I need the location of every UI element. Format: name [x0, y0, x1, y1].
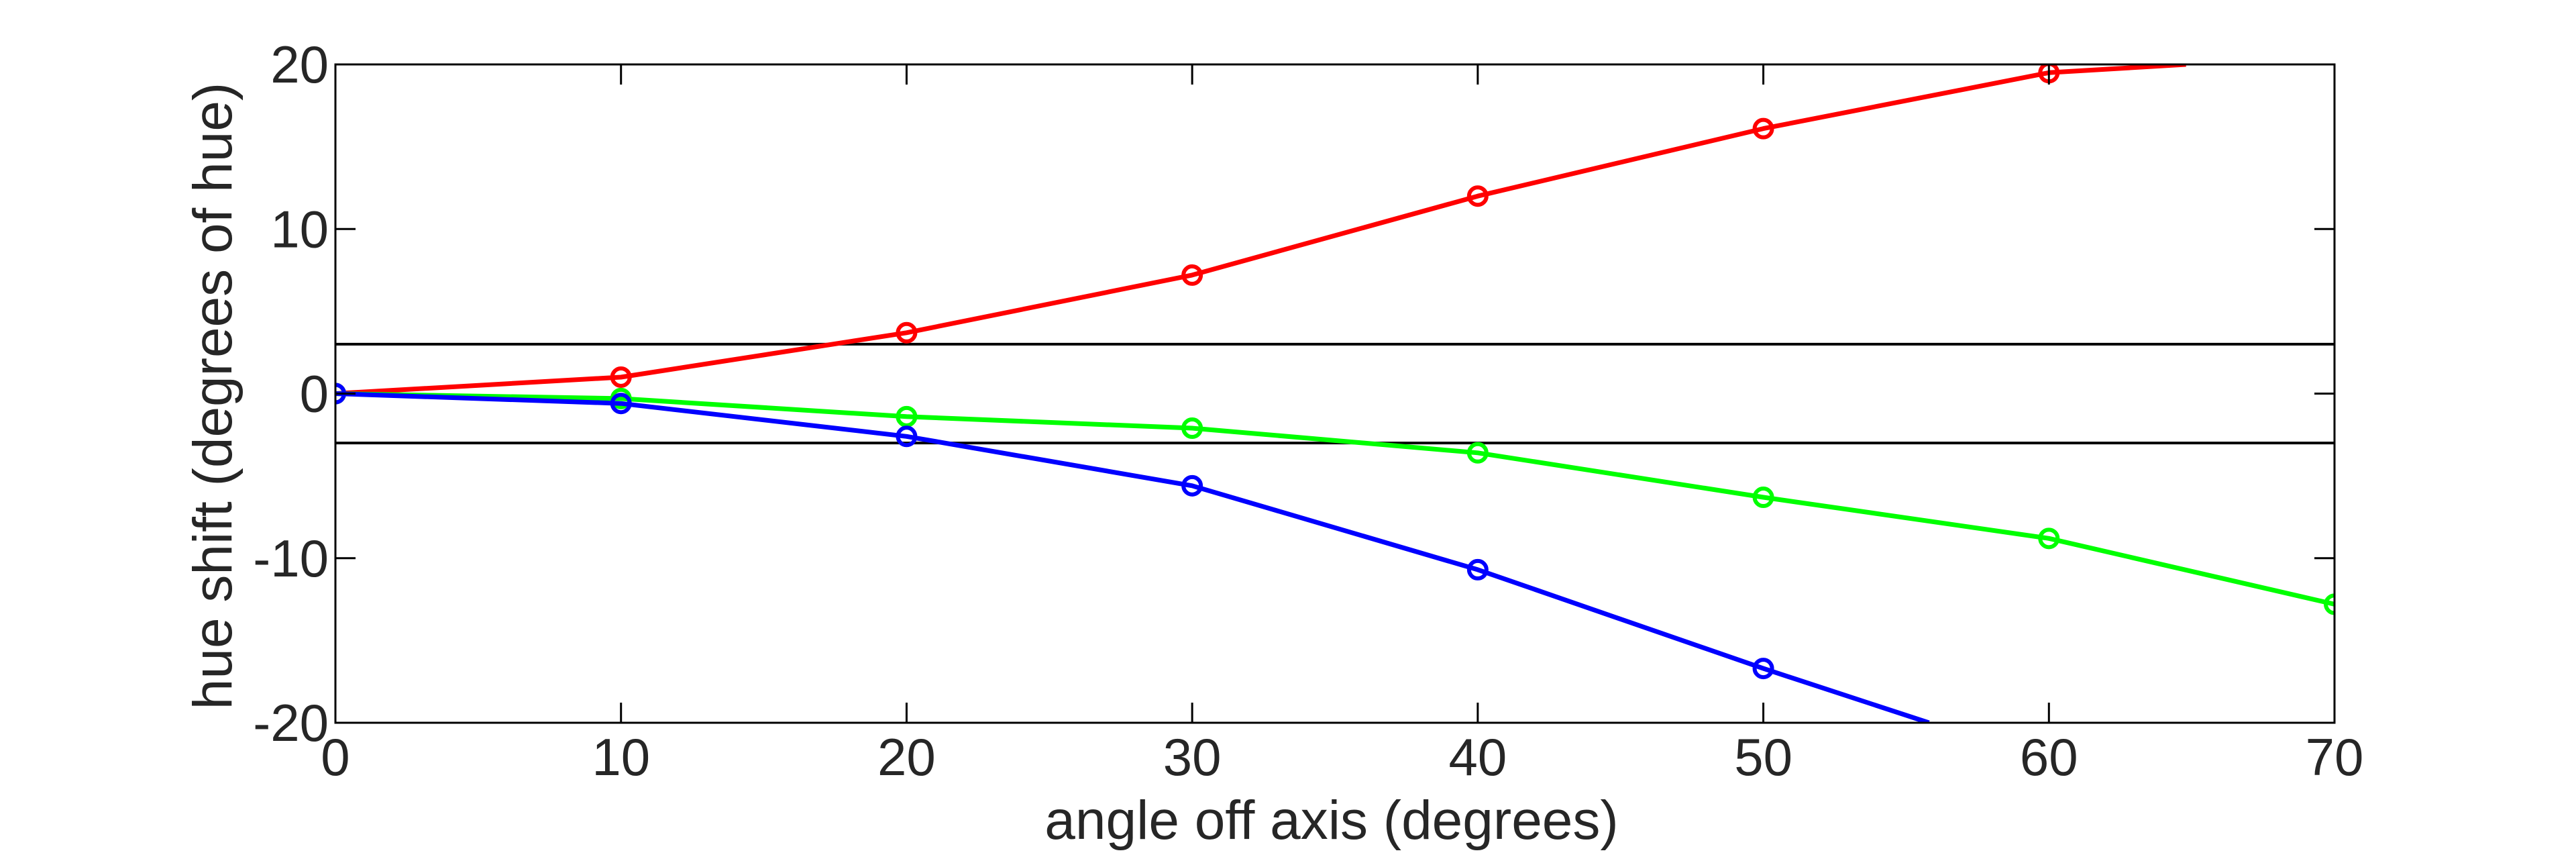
data-point — [2324, 593, 2334, 615]
series-line — [335, 391, 2334, 607]
data-point — [1752, 487, 1774, 509]
data-point — [896, 425, 918, 448]
data-point — [896, 405, 918, 427]
y-axis-label: hue shift (degrees of hue) — [182, 83, 244, 709]
x-tick-label: 30 — [1163, 727, 1222, 787]
y-tick-label: 10 — [270, 199, 329, 258]
axes: 0 10 20 30 40 50 60 70 -20 -10 0 10 20 — [253, 35, 2363, 787]
x-axis-label: angle off axis (degrees) — [1044, 790, 1618, 851]
data-point — [1181, 474, 1203, 497]
data-point — [1466, 442, 1489, 464]
x-tick-label: 10 — [592, 727, 650, 787]
plot-area — [335, 64, 2334, 723]
series-line — [335, 391, 1930, 723]
data-point — [1752, 117, 1774, 140]
x-tick-label: 50 — [1734, 727, 1792, 787]
y-tick-label: 20 — [270, 35, 329, 94]
data-point — [2038, 527, 2060, 550]
data-point — [610, 366, 632, 388]
y-tick-label: 0 — [300, 364, 329, 423]
data-point — [1466, 185, 1489, 207]
plot-clip-group — [335, 64, 2334, 723]
data-point — [1181, 417, 1203, 440]
x-tick-label: 20 — [877, 727, 936, 787]
x-tick-label: 40 — [1448, 727, 1507, 787]
series-line — [335, 64, 2186, 396]
data-point — [1181, 264, 1203, 286]
data-point — [1752, 658, 1774, 680]
data-point — [1466, 558, 1489, 580]
y-tick-label: -10 — [253, 529, 329, 588]
data-point — [896, 321, 918, 344]
x-tick-label: 70 — [2306, 727, 2364, 787]
x-tick-label: 60 — [2020, 727, 2078, 787]
x-tick-label: 0 — [321, 727, 350, 787]
data-point — [610, 393, 632, 415]
y-tick-label: -20 — [253, 693, 329, 752]
